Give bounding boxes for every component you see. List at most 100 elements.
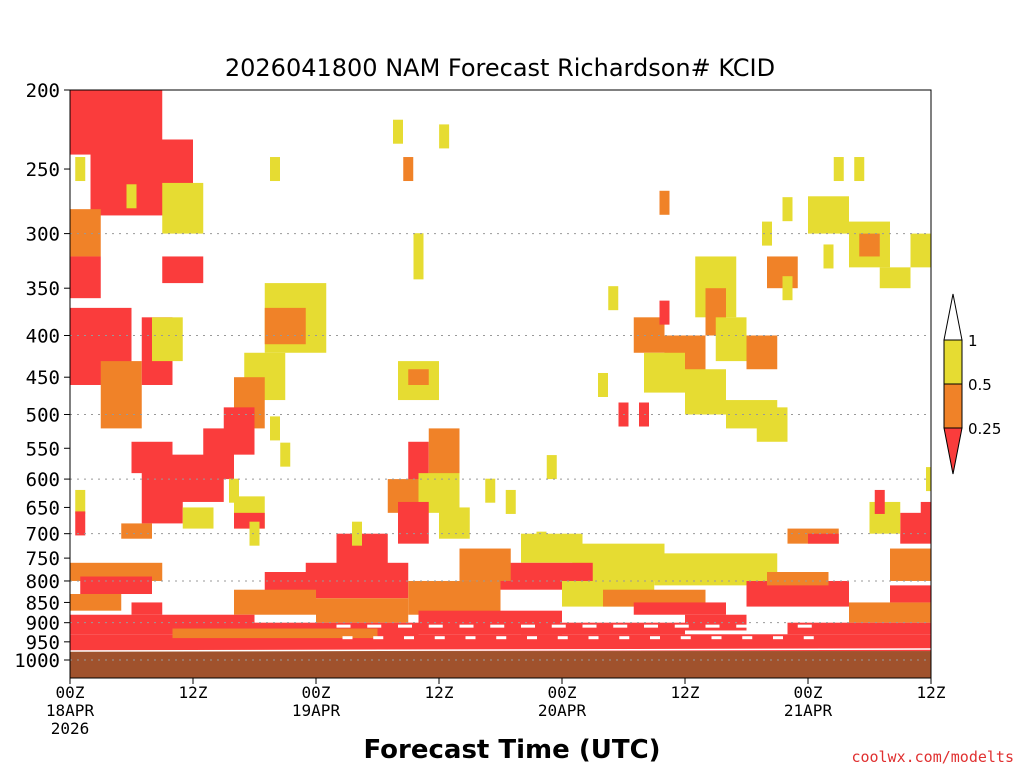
- ri-speck-3: [393, 119, 403, 144]
- ri-region-29: [398, 501, 429, 544]
- ri-speck-2: [270, 157, 280, 182]
- legend-bin-yellow: [943, 339, 963, 385]
- x-tick-label-4-1: 20APR: [538, 701, 587, 720]
- ri-region-22: [234, 512, 265, 529]
- ri-speck-31: [485, 478, 496, 503]
- ground-top-line: [70, 648, 931, 652]
- ri-speck-25: [782, 197, 793, 222]
- legend-label-2: 0.25: [968, 420, 1001, 438]
- streak: [644, 624, 658, 628]
- y-tick-label-300: 300: [26, 224, 60, 246]
- streak: [404, 636, 414, 640]
- ri-speck-19: [75, 489, 86, 514]
- ri-speck-17: [280, 442, 291, 467]
- streak: [367, 624, 382, 628]
- ri-speck-8: [659, 190, 670, 215]
- streak: [398, 624, 412, 628]
- streak: [736, 624, 751, 628]
- ri-region-45: [910, 233, 931, 268]
- x-axis-title: Forecast Time (UTC): [363, 735, 660, 765]
- ri-region-64: [80, 576, 152, 595]
- ri-region-69: [408, 580, 501, 615]
- streak: [336, 624, 351, 628]
- ri-region-76: [767, 572, 829, 586]
- ri-speck-27: [823, 244, 834, 269]
- streak: [767, 624, 781, 628]
- streak: [613, 624, 628, 628]
- streak: [619, 636, 630, 640]
- x-tick-label-0-1: 18APR: [46, 701, 95, 720]
- y-tick-label-450: 450: [26, 367, 60, 389]
- ri-region-9: [152, 317, 183, 362]
- legend-label-1: 0.5: [968, 376, 992, 394]
- streak: [742, 636, 753, 640]
- y-tick-label-750: 750: [26, 548, 60, 570]
- y-tick-label-1000: 1000: [14, 650, 60, 672]
- streak: [557, 636, 568, 640]
- ri-region-34: [685, 369, 726, 415]
- streak: [490, 624, 505, 628]
- ri-region-73: [633, 602, 726, 615]
- ri-region-42: [808, 196, 849, 234]
- ri-region-79: [890, 585, 931, 603]
- ri-speck-30: [249, 521, 260, 546]
- y-tick-label-500: 500: [26, 405, 60, 427]
- ground-layer: [70, 651, 931, 678]
- ri-region-3: [70, 209, 101, 257]
- ri-speck-29: [270, 416, 280, 441]
- ri-speck-14: [546, 455, 557, 480]
- x-tick-label-0-0: 00Z: [56, 683, 85, 702]
- ri-region-24: [408, 369, 429, 385]
- x-tick-label-2-1: 19APR: [292, 701, 341, 720]
- ri-speck-20: [75, 511, 86, 536]
- ri-region-2: [162, 182, 204, 234]
- x-tick-label-6-0: 00Z: [794, 683, 823, 702]
- ri-speck-26: [762, 221, 772, 246]
- ri-region-66: [131, 602, 163, 615]
- streak: [582, 624, 597, 628]
- ri-speck-12: [608, 286, 619, 311]
- y-tick-label-200: 200: [26, 80, 60, 102]
- y-tick-label-350: 350: [26, 278, 60, 300]
- y-tick-label-600: 600: [26, 469, 60, 491]
- ri-region-17: [141, 467, 183, 524]
- ri-speck-9: [659, 300, 670, 325]
- y-tick-label-800: 800: [26, 571, 60, 593]
- ri-region-44: [859, 233, 880, 257]
- ri-region-11: [264, 307, 306, 345]
- x-tick-label-6-1: 21APR: [784, 701, 833, 720]
- streak: [674, 624, 689, 628]
- legend-label-0: 1: [968, 332, 978, 350]
- ri-region-77: [705, 567, 767, 581]
- ri-region-55: [521, 533, 583, 563]
- streak: [521, 624, 535, 628]
- ri-speck-21: [926, 467, 931, 492]
- y-tick-label-650: 650: [26, 497, 60, 519]
- streak: [459, 624, 474, 628]
- ri-region-18: [131, 441, 173, 474]
- x-tick-label-3-0: 12Z: [425, 683, 454, 702]
- streak: [428, 624, 443, 628]
- streak: [373, 636, 384, 640]
- ri-region-41: [767, 256, 798, 289]
- ri-region-72: [603, 589, 706, 607]
- streak: [803, 636, 814, 640]
- ri-region-78: [849, 602, 931, 623]
- ri-region-61: [234, 589, 316, 615]
- ri-region-83: [787, 622, 931, 635]
- x-tick-label-2-0: 00Z: [302, 683, 331, 702]
- y-tick-label-250: 250: [26, 159, 60, 181]
- legend-triangle-top: [943, 293, 963, 341]
- ri-speck-23: [833, 157, 844, 182]
- legend-triangle-bottom: [943, 427, 963, 475]
- ri-region-4: [162, 256, 204, 284]
- ri-region-46: [879, 267, 911, 289]
- ri-speck-13: [598, 372, 608, 397]
- streak: [342, 636, 353, 640]
- chart-title: 2026041800 NAM Forecast Richardson# KCID: [225, 54, 775, 82]
- ri-speck-16: [229, 478, 239, 503]
- ri-region-20: [121, 523, 152, 539]
- streak: [773, 636, 783, 640]
- ri-region-40: [746, 335, 778, 370]
- ri-speck-4: [439, 124, 450, 149]
